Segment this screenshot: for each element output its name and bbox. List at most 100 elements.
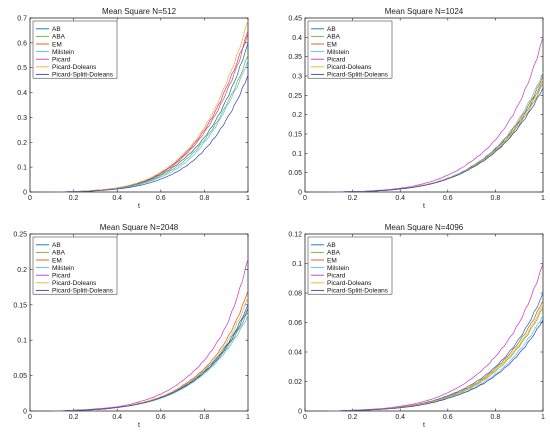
y-tick-label: 0.12: [288, 232, 302, 239]
x-tick-label: 0.4: [395, 195, 405, 202]
legend-box: [307, 20, 393, 79]
legend-label: EM: [52, 257, 62, 264]
y-tick-label: 0.05: [13, 373, 27, 380]
legend-box: [32, 20, 118, 79]
y-tick-label: 0: [298, 190, 302, 197]
y-tick-label: 0.1: [17, 165, 27, 172]
y-tick-label: 0.7: [17, 16, 27, 23]
legend-label: Picard-Splitt-Doleans: [327, 72, 389, 79]
x-tick-label: 0.2: [348, 414, 358, 421]
y-tick-label: 0.02: [288, 379, 302, 386]
legend-label: Picard: [52, 57, 71, 64]
x-tick-label: 0.6: [156, 195, 166, 202]
x-tick-label: 0.8: [491, 414, 501, 421]
x-tick-label: 0.8: [200, 195, 210, 202]
y-tick-label: 0.15: [13, 302, 27, 309]
y-tick-label: 0.6: [17, 40, 27, 47]
y-tick-label: 0.5: [17, 65, 27, 72]
y-tick-label: 0.06: [288, 320, 302, 327]
legend-label: Picard-Doleans: [52, 280, 97, 287]
x-tick-label: 1: [246, 414, 250, 421]
y-tick-label: 0: [23, 190, 27, 197]
legend-label: Milstein: [327, 265, 349, 272]
legend-label: Picard: [52, 273, 71, 280]
legend-label: Picard-Splitt-Doleans: [52, 288, 114, 295]
x-tick-label: 0.8: [200, 414, 210, 421]
chart-title: Mean Square N=2048: [100, 223, 179, 232]
legend-label: AB: [327, 26, 336, 33]
x-tick-label: 0.2: [348, 195, 358, 202]
y-tick-label: 0.3: [17, 115, 27, 122]
x-tick-label: 0: [28, 414, 32, 421]
legend-label: EM: [327, 41, 337, 48]
x-tick-label: 0.2: [69, 414, 79, 421]
x-tick-label: 0: [303, 414, 307, 421]
x-tick-label: 0.4: [395, 414, 405, 421]
legend-label: Picard-Doleans: [327, 280, 372, 287]
series-line-picard-splitt-doleans: [51, 75, 249, 193]
legend-label: Picard-Doleans: [327, 64, 372, 71]
legend-label: EM: [52, 41, 62, 48]
chart-1: 0 0.2 0.4 0.6 0.8 1 0 0.1 0.2 0.3 0.4 0.5 0.6 0.7 Mean…: [17, 7, 250, 210]
legend-label: Picard-Splitt-Doleans: [327, 288, 389, 295]
x-axis-label: t: [423, 422, 425, 429]
y-tick-label: 0.1: [292, 261, 302, 268]
y-tick-label: 0.1: [17, 338, 27, 345]
chart-2: 0 0.2 0.4 0.6 0.8 1 0 0.05 0.1 0.15 0.2 0.25 0.3 0.35…: [288, 7, 545, 210]
legend-label: Picard-Doleans: [52, 64, 97, 71]
legend-label: Picard: [327, 57, 346, 64]
y-tick-label: 0.08: [288, 291, 302, 298]
x-axis-label: t: [423, 203, 425, 210]
y-tick-label: 0: [23, 409, 27, 416]
x-tick-label: 0.2: [69, 195, 79, 202]
legend-label: ABA: [327, 250, 341, 257]
x-tick-label: 0.6: [443, 195, 453, 202]
x-tick-label: 0.4: [112, 414, 122, 421]
series-line-picard-splitt-doleans: [328, 319, 544, 412]
legend-label: AB: [52, 242, 61, 249]
x-tick-label: 0.8: [491, 195, 501, 202]
x-tick-label: 1: [541, 195, 545, 202]
y-tick-label: 0.3: [292, 74, 302, 81]
x-axis-label: t: [138, 422, 140, 429]
legend-label: Picard-Splitt-Doleans: [52, 72, 114, 79]
x-tick-label: 0: [303, 195, 307, 202]
legend-label: ABA: [52, 34, 66, 41]
y-tick-label: 0.1: [292, 151, 302, 158]
series-line-picard-doleans: [51, 20, 249, 193]
legend-label: AB: [52, 26, 61, 33]
legend-label: AB: [327, 242, 336, 249]
y-tick-label: 0.15: [288, 132, 302, 139]
y-tick-label: 0.25: [288, 93, 302, 100]
y-tick-label: 0.2: [17, 140, 27, 147]
y-tick-label: 0.05: [288, 170, 302, 177]
legend-label: ABA: [327, 34, 341, 41]
y-tick-label: 0.2: [17, 267, 27, 274]
x-tick-label: 1: [246, 195, 250, 202]
legend-label: Milstein: [327, 49, 349, 56]
legend-box: [32, 236, 118, 295]
chart-title: Mean Square N=4096: [385, 223, 464, 232]
x-tick-label: 0: [28, 195, 32, 202]
y-tick-label: 0.4: [292, 35, 302, 42]
x-tick-label: 0.4: [112, 195, 122, 202]
series-line-picard-splitt-doleans: [328, 87, 544, 193]
y-tick-label: 0: [298, 409, 302, 416]
y-tick-label: 0.04: [288, 350, 302, 357]
legend-label: Picard: [327, 273, 346, 280]
y-tick-label: 0.35: [288, 54, 302, 61]
legend-label: Milstein: [52, 49, 74, 56]
chart-title: Mean Square N=512: [102, 7, 177, 16]
y-tick-label: 0.25: [13, 232, 27, 239]
legend-label: ABA: [52, 250, 66, 257]
chart-title: Mean Square N=1024: [385, 7, 464, 16]
x-tick-label: 0.6: [156, 414, 166, 421]
legend-label: EM: [327, 257, 337, 264]
y-tick-label: 0.45: [288, 16, 302, 23]
y-tick-label: 0.2: [292, 112, 302, 119]
legend-box: [307, 236, 393, 295]
y-tick-label: 0.4: [17, 90, 27, 97]
series-line-picard-splitt-doleans: [51, 308, 249, 412]
chart-4: 0 0.2 0.4 0.6 0.8 1 0 0.02 0.04 0.06 0.08 0.1 0.12 Me…: [288, 223, 545, 429]
